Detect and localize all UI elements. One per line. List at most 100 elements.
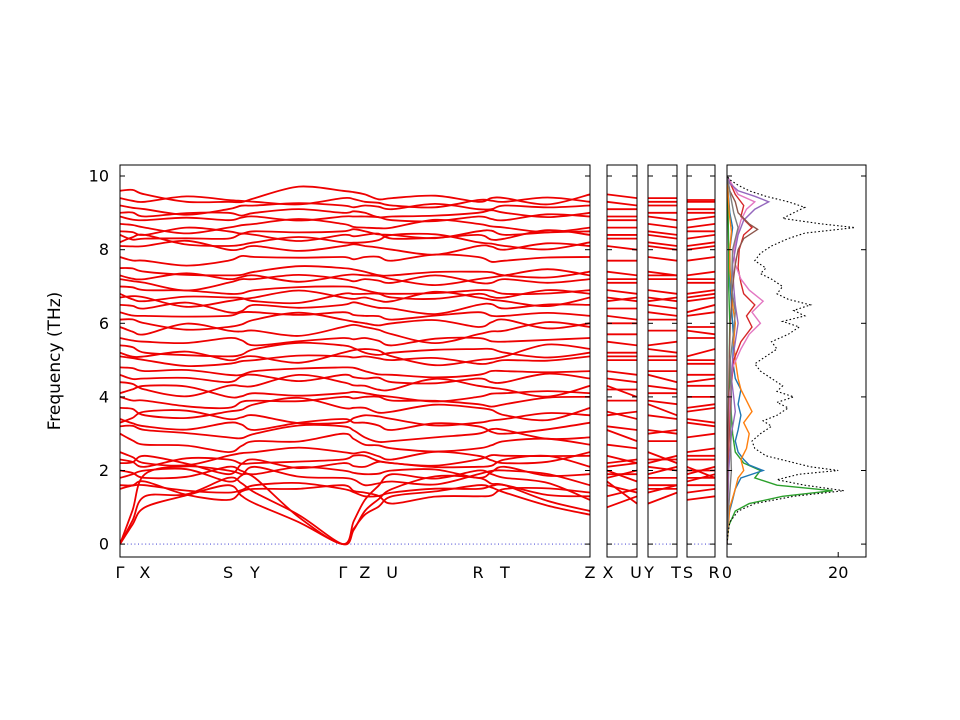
band-line bbox=[120, 465, 590, 487]
band-segment bbox=[648, 340, 677, 347]
y-tick-label: 4 bbox=[99, 387, 109, 406]
panel-frame-main bbox=[119, 164, 591, 558]
band-line bbox=[120, 481, 590, 498]
band-segment bbox=[607, 410, 637, 420]
band-segment bbox=[648, 465, 677, 472]
band-lines-xu bbox=[607, 193, 637, 509]
band-segment bbox=[607, 429, 637, 442]
band-segment bbox=[607, 245, 637, 251]
band-line bbox=[120, 268, 590, 286]
band-segment bbox=[687, 348, 715, 358]
y-tick-label: 8 bbox=[99, 240, 109, 259]
band-line bbox=[120, 396, 590, 422]
band-line bbox=[120, 418, 590, 435]
band-line bbox=[120, 432, 590, 454]
k-point-label: Y bbox=[249, 563, 260, 582]
band-segment bbox=[607, 462, 637, 468]
band-line bbox=[120, 336, 590, 347]
band-line bbox=[120, 373, 590, 398]
band-segment bbox=[607, 315, 637, 321]
band-segment bbox=[687, 432, 715, 439]
band-line bbox=[120, 372, 590, 385]
band-segment bbox=[607, 270, 637, 277]
band-segment bbox=[687, 421, 715, 428]
k-point-label: R bbox=[473, 563, 484, 582]
k-point-label: S bbox=[223, 563, 233, 582]
band-segment bbox=[687, 465, 715, 479]
band-line bbox=[120, 454, 590, 476]
y-axis-label: Frequency (THz) bbox=[45, 292, 65, 431]
band-segment bbox=[687, 311, 715, 317]
panel-frame-sr bbox=[686, 164, 716, 558]
band-segment bbox=[607, 377, 637, 384]
k-point-label: Z bbox=[585, 563, 596, 582]
band-segment bbox=[607, 384, 637, 398]
band-segment bbox=[687, 447, 715, 453]
band-line bbox=[120, 366, 590, 379]
band-line bbox=[120, 265, 590, 279]
band-segment bbox=[607, 484, 637, 494]
band-segment bbox=[607, 443, 637, 450]
panel-frame-dos bbox=[726, 164, 867, 558]
band-segment bbox=[648, 296, 677, 303]
band-segment bbox=[687, 245, 715, 251]
band-segment bbox=[607, 289, 637, 295]
band-segment bbox=[687, 465, 715, 476]
band-segment bbox=[687, 329, 715, 336]
band-line bbox=[120, 310, 590, 321]
band-segment bbox=[648, 234, 677, 240]
band-segment bbox=[648, 403, 677, 417]
band-lines-main bbox=[120, 185, 590, 546]
band-segment bbox=[687, 296, 715, 303]
k-point-label: Y bbox=[643, 563, 654, 582]
band-segment bbox=[687, 407, 715, 413]
band-segment bbox=[648, 373, 677, 384]
band-segment bbox=[648, 289, 677, 295]
k-point-label: R bbox=[708, 563, 719, 582]
band-segment bbox=[607, 340, 637, 347]
band-line bbox=[120, 195, 590, 209]
band-segment bbox=[607, 370, 637, 376]
band-segment bbox=[648, 348, 677, 354]
k-point-label: X bbox=[139, 563, 150, 582]
band-segment bbox=[648, 270, 677, 277]
band-lines-sr bbox=[687, 199, 715, 501]
band-segment bbox=[648, 256, 677, 262]
dos-curve-pdos-brown bbox=[727, 175, 759, 545]
band-line bbox=[120, 454, 590, 468]
band-line bbox=[120, 289, 590, 308]
band-segment bbox=[687, 488, 715, 494]
band-segment bbox=[607, 495, 637, 509]
band-segment bbox=[607, 425, 637, 431]
band-line bbox=[120, 301, 590, 316]
band-line bbox=[120, 321, 590, 344]
y-tick-label: 6 bbox=[99, 314, 109, 333]
band-line bbox=[120, 446, 590, 467]
band-segment bbox=[648, 245, 677, 251]
band-segment bbox=[687, 289, 715, 295]
band-segment bbox=[607, 480, 637, 505]
band-line bbox=[120, 208, 590, 219]
band-segment bbox=[607, 454, 637, 464]
band-segment bbox=[648, 215, 677, 222]
k-point-label: Γ bbox=[116, 563, 125, 582]
band-line bbox=[120, 409, 590, 427]
panel-frame-xu bbox=[606, 164, 638, 558]
y-tick-label: 0 bbox=[99, 535, 109, 554]
k-point-label: U bbox=[630, 563, 642, 582]
band-segment bbox=[648, 491, 677, 505]
band-line bbox=[120, 465, 590, 480]
band-segment bbox=[607, 458, 637, 464]
dos-curve-pdos-purple bbox=[727, 175, 771, 545]
band-segment bbox=[687, 495, 715, 501]
band-line bbox=[120, 289, 590, 305]
k-point-label: S bbox=[683, 563, 693, 582]
band-segment bbox=[687, 256, 715, 262]
band-segment bbox=[648, 304, 677, 310]
band-line bbox=[120, 229, 590, 242]
band-line bbox=[120, 274, 590, 292]
k-point-label: U bbox=[386, 563, 398, 582]
band-line bbox=[120, 239, 590, 256]
